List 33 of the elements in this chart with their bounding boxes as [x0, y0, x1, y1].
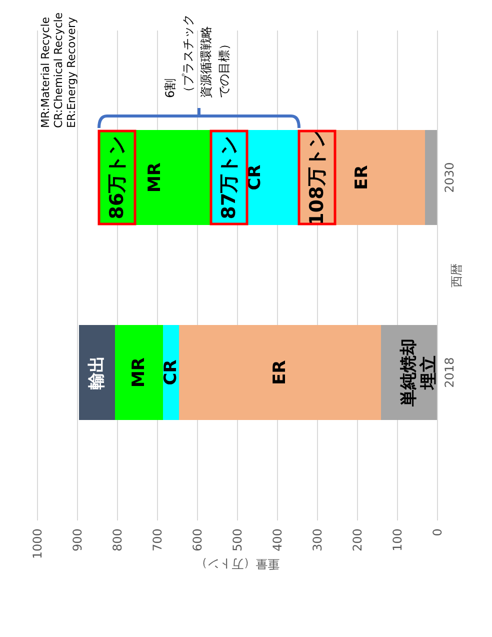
- x-tick-label: 900: [70, 528, 84, 552]
- series-label: ER: [352, 165, 372, 190]
- x-axis-title: 重量（万トン）: [196, 557, 280, 572]
- x-tick-label: 400: [270, 528, 284, 552]
- x-tick-label: 600: [190, 528, 204, 552]
- bar: [115, 325, 163, 420]
- x-tick-label: 300: [310, 528, 324, 552]
- annotation: 6割（プラスチック資源循環戦略での目標）: [163, 14, 231, 98]
- bar: [425, 130, 437, 225]
- annotation: 86万トン: [106, 136, 128, 220]
- text: CR: [245, 164, 265, 190]
- y-tick-label: 2018: [442, 357, 456, 388]
- text: MR: [145, 162, 165, 193]
- series-label: MR: [129, 357, 149, 388]
- bar: [179, 325, 381, 420]
- annotation: ER:Energy Recovery: [65, 16, 78, 128]
- text: ER: [270, 360, 290, 385]
- y-tick-label: 2030: [442, 162, 456, 193]
- series-label: CR: [161, 360, 181, 386]
- annotation: 87万トン: [218, 136, 240, 220]
- x-tick-label: 700: [150, 528, 164, 552]
- y-axis-title: 西暦: [450, 264, 464, 288]
- x-tick-label: 500: [230, 528, 244, 552]
- x-tick-label: 1000: [30, 528, 44, 560]
- x-tick-label: 200: [350, 528, 364, 552]
- annotation: MR:Material Recycle: [39, 16, 52, 128]
- series-label: 輸出: [87, 355, 107, 390]
- series-label: 単純焼却埋立: [399, 338, 439, 408]
- bar: [79, 325, 115, 420]
- x-tick-label: 800: [110, 528, 124, 552]
- x-tick-label: 0: [430, 528, 444, 536]
- x-tick-label: 100: [390, 528, 404, 552]
- annotation: CR:Chemical Recycle: [52, 12, 65, 128]
